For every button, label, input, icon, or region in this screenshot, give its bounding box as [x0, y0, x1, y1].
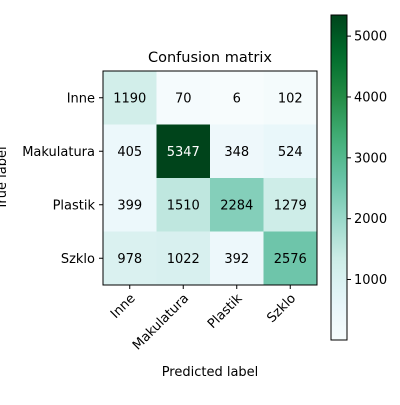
matrix-cell	[210, 178, 264, 232]
cell-value-label: 399	[117, 198, 142, 213]
y-tick-label: Plastik	[53, 198, 96, 213]
colorbar-tick-label: 5000	[354, 30, 387, 45]
colorbar-tick-label: 3000	[354, 151, 387, 166]
x-tick-label: Makulatura	[130, 291, 192, 353]
matrix-cell	[210, 124, 264, 179]
cell-value-label: 6	[233, 91, 241, 106]
matrix-cells	[103, 71, 318, 286]
cell-value-label: 1022	[167, 252, 200, 267]
x-tick-label: Inne	[108, 291, 139, 322]
y-tick-label: Makulatura	[22, 145, 95, 160]
cell-value-label: 1279	[274, 198, 307, 213]
x-tick-label: Plastik	[205, 291, 246, 332]
cell-value-labels: 1190 70 6 102 405 5347 348 524 399 1510 2284 1279 97…	[113, 91, 307, 267]
x-tick-label: Szklo	[264, 291, 299, 326]
cell-value-label: 1510	[167, 198, 200, 213]
cell-value-label: 5347	[167, 145, 200, 160]
cell-value-label: 392	[224, 252, 249, 267]
cell-value-label: 1190	[113, 91, 146, 106]
chart-title: Confusion matrix	[148, 50, 272, 66]
colorbar-tick-label: 2000	[354, 212, 387, 227]
matrix-cell	[156, 124, 211, 179]
cell-value-label: 405	[117, 145, 142, 160]
matrix-frame	[102, 70, 318, 286]
matrix-cell	[103, 231, 157, 286]
y-tick-label: Szklo	[61, 252, 95, 267]
cell-value-label: 978	[117, 252, 142, 267]
cell-value-label: 102	[278, 91, 303, 106]
matrix-cell	[210, 71, 264, 125]
matrix-cell	[263, 178, 318, 232]
colorbar	[330, 14, 348, 341]
cell-value-label: 524	[278, 145, 303, 160]
matrix-cell	[263, 231, 318, 286]
matrix-cell	[156, 231, 211, 286]
matrix-cell	[103, 178, 157, 232]
matrix-cell	[103, 71, 157, 125]
colorbar-tick-label: 1000	[354, 273, 387, 288]
cell-value-label: 2576	[274, 252, 307, 267]
matrix-cell	[156, 71, 211, 125]
y-tick-label: Inne	[67, 91, 95, 106]
colorbar-ticks: 1000 2000 3000 4000 5000	[347, 30, 387, 288]
cell-value-label: 70	[175, 91, 192, 106]
colorbar-tick-label: 4000	[354, 90, 387, 105]
cell-value-label: 2284	[220, 198, 253, 213]
matrix-cell	[103, 124, 157, 179]
cell-value-label: 348	[224, 145, 249, 160]
x-axis-label: Predicted label	[162, 365, 259, 380]
matrix-cell	[210, 231, 264, 286]
y-axis-label: True label	[0, 146, 10, 210]
y-tick-labels: Inne Makulatura Plastik Szklo	[22, 91, 103, 267]
matrix-cell	[263, 124, 318, 179]
matrix-cell	[263, 71, 318, 125]
matrix-cell	[156, 178, 211, 232]
